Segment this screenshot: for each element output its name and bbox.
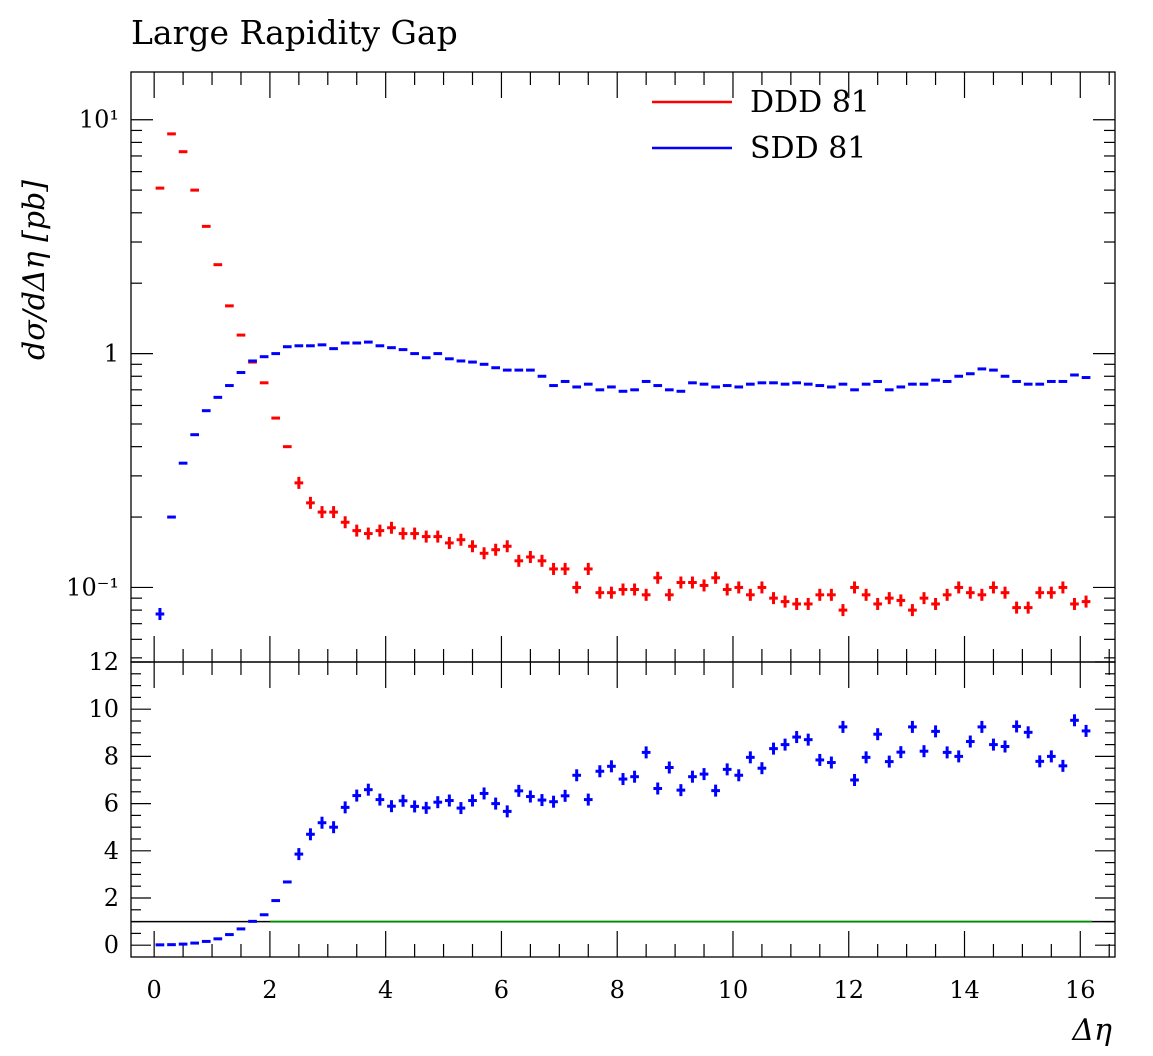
x-tick-label: 16	[1065, 976, 1096, 1004]
main-x-ticks	[153, 72, 1110, 662]
ratio-panel: 0 2 4 6 8 10 12	[88, 648, 1116, 959]
ratio-y-ticks: 0 2 4 6 8 10 12	[88, 648, 1115, 959]
x-tick-label: 4	[378, 976, 393, 1004]
x-tick-label: 14	[949, 976, 980, 1004]
ratio-y-tick-label: 12	[88, 648, 119, 676]
ratio-y-tick-label: 0	[104, 931, 119, 959]
ratio-y-tick-label: 10	[88, 695, 119, 723]
x-tick-label: 0	[147, 976, 162, 1004]
main-panel-frame	[130, 71, 1116, 663]
main-y-tick-label: 1	[104, 340, 119, 368]
series-sdd-81	[155, 340, 1091, 621]
main-y-ticks: 10¹ 1 10⁻¹	[66, 106, 1115, 659]
ratio-panel-frame	[130, 661, 1116, 958]
x-tick-label: 10	[718, 976, 749, 1004]
x-tick-label: 12	[833, 976, 864, 1004]
ratio-y-tick-label: 6	[104, 790, 119, 818]
x-tick-label: 6	[494, 976, 509, 1004]
x-tick-label: 8	[610, 976, 625, 1004]
ratio-series-sdd-81	[155, 714, 1091, 947]
series-ddd-81	[155, 132, 1091, 617]
ratio-y-tick-label: 8	[104, 742, 119, 770]
chart-title: Large Rapidity Gap	[131, 13, 458, 52]
x-axis-label: Δη	[1071, 1013, 1112, 1048]
legend: DDD 81 SDD 81	[652, 85, 870, 166]
x-tick-label: 2	[262, 976, 277, 1004]
x-tick-labels: 0 2 4 6 8 10 12 14 16	[147, 976, 1096, 1004]
main-panel: 10¹ 1 10⁻¹	[66, 71, 1116, 663]
legend-label-ddd: DDD 81	[750, 85, 870, 120]
y-axis-label: dσ/dΔη [pb]	[17, 180, 52, 360]
legend-label-sdd: SDD 81	[750, 131, 866, 166]
ratio-y-tick-label: 2	[104, 884, 119, 912]
main-y-tick-label: 10⁻¹	[66, 573, 119, 601]
ratio-y-tick-label: 4	[104, 837, 119, 865]
main-y-tick-label: 10¹	[79, 106, 119, 134]
ratio-x-ticks	[153, 662, 1110, 957]
